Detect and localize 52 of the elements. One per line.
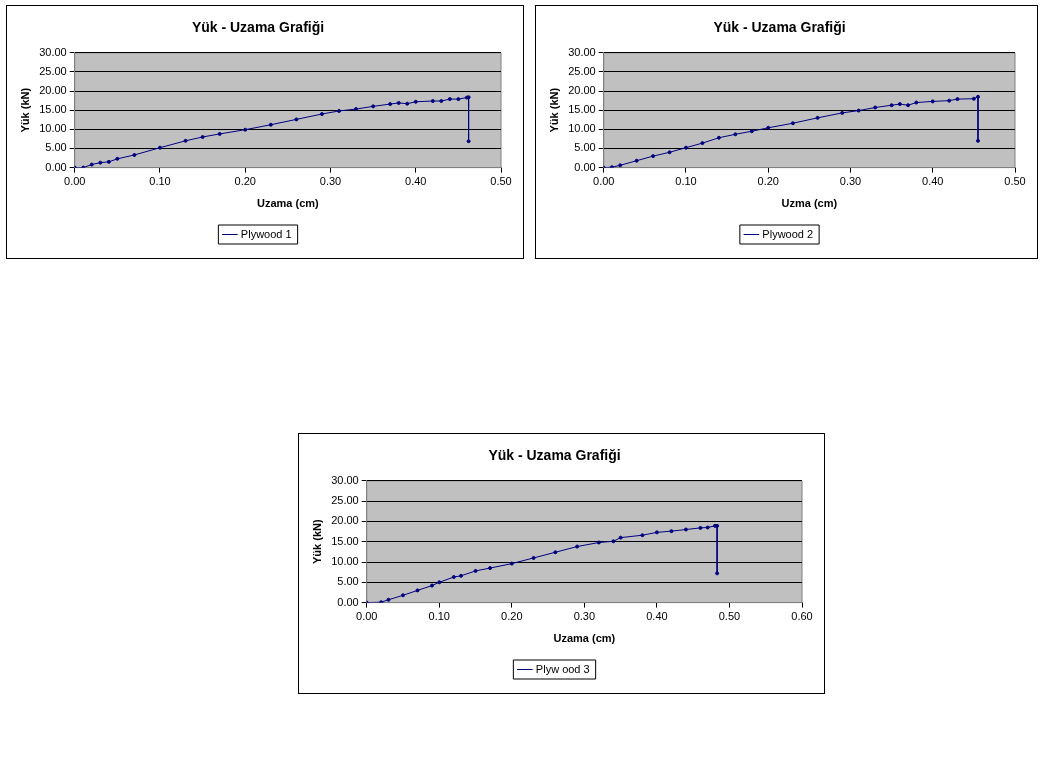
y-tick-label: 30.00	[39, 45, 67, 58]
x-tick-label: 0.00	[593, 175, 615, 188]
y-tick-label: 20.00	[39, 84, 67, 97]
y-tick-label: 25.00	[331, 494, 359, 507]
x-tick-label: 0.00	[356, 610, 378, 623]
x-tick-label: 0.30	[319, 175, 342, 188]
y-axis-title: Yük (kN)	[18, 87, 31, 133]
y-axis-title: Yük (kN)	[547, 87, 560, 133]
chart-title: Yük - Uzama Grafiği	[713, 19, 846, 36]
y-tick-label: 5.00	[337, 575, 359, 588]
x-tick-label: 0.60	[791, 610, 813, 623]
x-tick-label: 0.10	[675, 175, 697, 188]
y-tick-label: 5.00	[574, 141, 596, 154]
y-tick-label: 20.00	[568, 84, 596, 97]
chart-title: Yük - Uzama Grafiği	[191, 19, 325, 36]
x-axis-title: Uzma (cm)	[781, 197, 838, 210]
y-tick-label: 25.00	[568, 64, 596, 77]
x-tick-label: 0.20	[501, 610, 523, 623]
y-tick-label: 30.00	[331, 473, 359, 486]
x-tick-label: 0.40	[922, 175, 944, 188]
y-tick-label: 10.00	[331, 555, 359, 568]
legend-label: Plyw ood 3	[535, 662, 590, 675]
y-tick-label: 0.00	[574, 160, 596, 173]
x-tick-label: 0.40	[646, 610, 668, 623]
legend-label: Plywood 1	[240, 227, 292, 240]
x-tick-label: 0.20	[757, 175, 779, 188]
y-tick-label: 15.00	[331, 534, 359, 547]
y-axis-title: Yük (kN)	[310, 519, 323, 565]
y-tick-label: 25.00	[39, 64, 67, 77]
y-tick-label: 30.00	[568, 45, 596, 58]
y-tick-label: 20.00	[331, 514, 359, 527]
y-tick-label: 10.00	[568, 122, 596, 135]
x-tick-label: 0.10	[428, 610, 450, 623]
x-tick-label: 0.30	[839, 175, 862, 188]
y-tick-label: 15.00	[39, 103, 67, 116]
x-tick-label: 0.00	[64, 175, 86, 188]
x-tick-label: 0.50	[1004, 175, 1026, 188]
x-tick-label: 0.10	[149, 175, 171, 188]
y-tick-label: 0.00	[337, 595, 359, 608]
y-tick-label: 15.00	[568, 103, 596, 116]
y-tick-label: 10.00	[39, 122, 67, 135]
x-axis-title: Uzama (cm)	[256, 197, 320, 210]
x-tick-label: 0.50	[490, 175, 512, 188]
y-tick-label: 0.00	[45, 160, 67, 173]
x-tick-label: 0.30	[573, 610, 596, 623]
y-tick-label: 5.00	[45, 141, 67, 154]
x-tick-label: 0.20	[234, 175, 256, 188]
x-axis-title: Uzama (cm)	[553, 632, 616, 645]
legend-label: Plywood 2	[762, 227, 814, 240]
x-tick-label: 0.50	[718, 610, 741, 623]
x-tick-label: 0.40	[405, 175, 427, 188]
chart-title: Yük - Uzama Grafiği	[488, 447, 621, 464]
